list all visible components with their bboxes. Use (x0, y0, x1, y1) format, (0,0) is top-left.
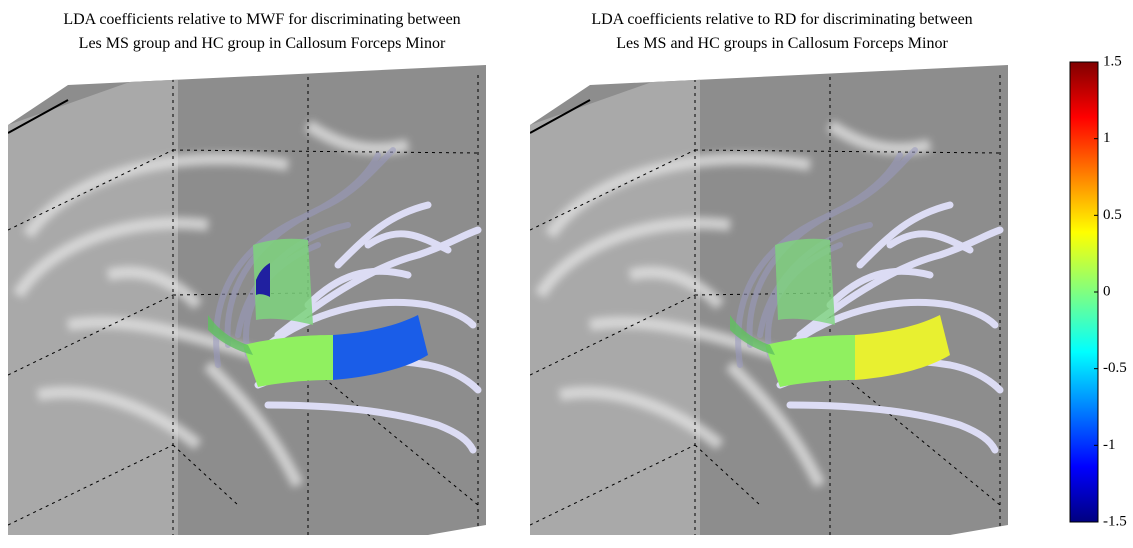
colorbar-tick-label: 0 (1103, 283, 1111, 299)
colorbar-gradient (1070, 62, 1098, 522)
figure: LDA coefficients relative to MWF for dis… (0, 0, 1133, 543)
panel-title: Les MS group and HC group in Callosum Fo… (79, 35, 446, 52)
tract-rendering (8, 65, 486, 535)
panel-title: LDA coefficients relative to MWF for dis… (63, 11, 460, 28)
tract-rendering (530, 65, 1008, 535)
panel-title: LDA coefficients relative to RD for disc… (591, 11, 972, 28)
colorbar-tick-label: 1.5 (1103, 53, 1122, 69)
panel: LDA coefficients relative to MWF for dis… (8, 11, 486, 535)
colorbar-tick-label: 0.5 (1103, 207, 1122, 223)
colorbar-tick-label: -1.5 (1103, 513, 1127, 529)
colorbar-tick-label: 1 (1103, 130, 1111, 146)
colorbar: 1.5 1 0.5 0 -0.5 -1 -1.5 (1070, 53, 1127, 529)
colorbar-tick-label: -1 (1103, 437, 1116, 453)
colorbar-tick-label: -0.5 (1103, 360, 1127, 376)
panel: LDA coefficients relative to RD for disc… (530, 11, 1008, 535)
panel-title: Les MS and HC groups in Callosum Forceps… (616, 35, 948, 52)
